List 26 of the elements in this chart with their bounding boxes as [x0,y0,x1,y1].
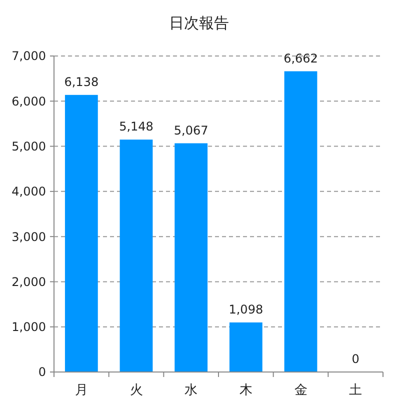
y-tick-label: 5,000 [12,139,46,154]
bar [284,71,318,372]
x-tick-label: 月 [74,383,88,398]
data-label: 5,067 [174,123,208,138]
bar [174,143,208,372]
data-label: 1,098 [228,302,264,316]
y-tick-label: 7,000 [12,49,46,64]
bar [120,140,153,372]
x-tick-label: 水 [184,383,198,398]
bar [64,94,98,372]
data-label: 6,662 [284,51,318,66]
bar [229,322,262,372]
x-tick-label: 土 [349,383,362,398]
data-label: 0 [352,352,360,366]
data-label: 5,148 [119,120,154,134]
x-tick-label: 金 [294,383,308,398]
y-tick-label: 0 [38,365,46,380]
y-tick-label: 4,000 [12,184,46,199]
y-tick-label: 6,000 [12,94,46,108]
chart-title: 日次報告 [169,14,229,32]
x-tick-label: 木 [239,383,252,398]
y-tick-label: 1,000 [12,320,46,334]
x-tick-label: 火 [130,383,143,398]
y-tick-label: 2,000 [12,274,46,289]
y-tick-label: 3,000 [12,230,46,244]
data-label: 6,138 [64,74,99,89]
